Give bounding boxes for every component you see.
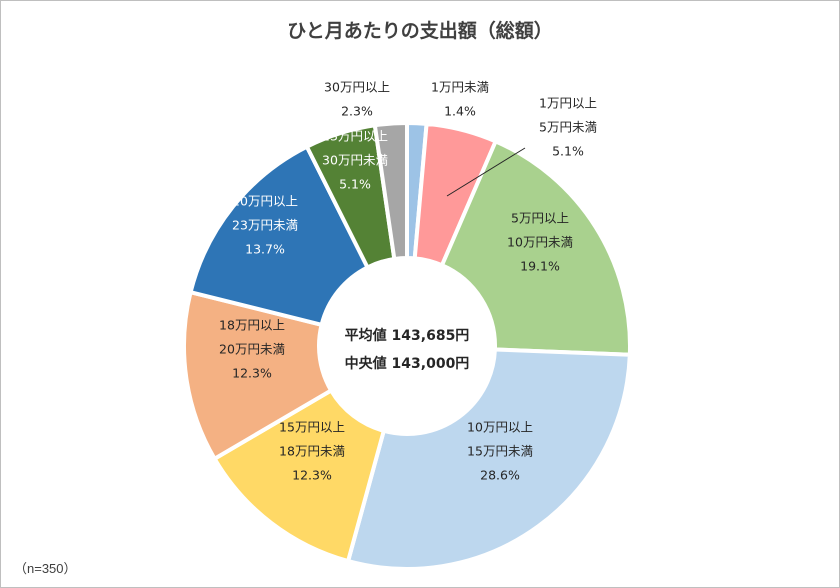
slice-6-range-label: 20万円未満 xyxy=(219,342,285,357)
slice-8-pct-label: 5.1% xyxy=(339,177,371,192)
sample-size-note: （n=350） xyxy=(14,561,77,576)
slice-8-range-label: 23万円以上 xyxy=(322,129,388,144)
slice-6-pct-label: 12.3% xyxy=(232,366,272,381)
leader-line xyxy=(446,147,526,197)
slice-4 xyxy=(346,347,632,571)
slice-4-pct-label: 28.6% xyxy=(480,468,520,483)
center-mean-label: 平均値 143,685円 xyxy=(345,327,470,344)
slice-5-range-label: 18万円未満 xyxy=(279,444,345,459)
slice-9 xyxy=(372,121,409,261)
slice-5-range-label: 15万円以上 xyxy=(279,420,345,435)
slice-2-range-label: 1万円以上 xyxy=(539,96,597,111)
slice-4-range-label: 10万円以上 xyxy=(467,420,533,435)
slice-1-range-label: 1万円未満 xyxy=(431,80,489,95)
chart-title: ひと月あたりの支出額（総額） xyxy=(287,20,553,42)
slice-4-range-label: 15万円未満 xyxy=(467,444,533,459)
slice-3-range-label: 5万円以上 xyxy=(511,211,569,226)
slice-5 xyxy=(212,388,386,564)
slice-2-pct-label: 5.1% xyxy=(552,144,584,159)
slice-3 xyxy=(439,139,632,357)
slice-3-range-label: 10万円未満 xyxy=(507,235,573,250)
center-median-label: 中央値 143,000円 xyxy=(345,355,470,372)
slice-7-range-label: 20万円以上 xyxy=(232,194,298,209)
slice-6-range-label: 18万円以上 xyxy=(219,318,285,333)
slice-2-range-label: 5万円未満 xyxy=(539,120,597,135)
slice-3-pct-label: 19.1% xyxy=(520,259,560,274)
slice-7 xyxy=(188,144,370,327)
slice-6 xyxy=(182,290,334,461)
slice-9-range-label: 30万円以上 xyxy=(324,80,390,95)
slice-1-pct-label: 1.4% xyxy=(444,104,476,119)
slice-7-pct-label: 13.7% xyxy=(245,242,285,257)
slice-7-range-label: 23万円未満 xyxy=(232,218,298,233)
slice-8-range-label: 30万円未満 xyxy=(322,153,388,168)
slice-9-pct-label: 2.3% xyxy=(341,104,373,119)
slice-5-pct-label: 12.3% xyxy=(292,468,332,483)
